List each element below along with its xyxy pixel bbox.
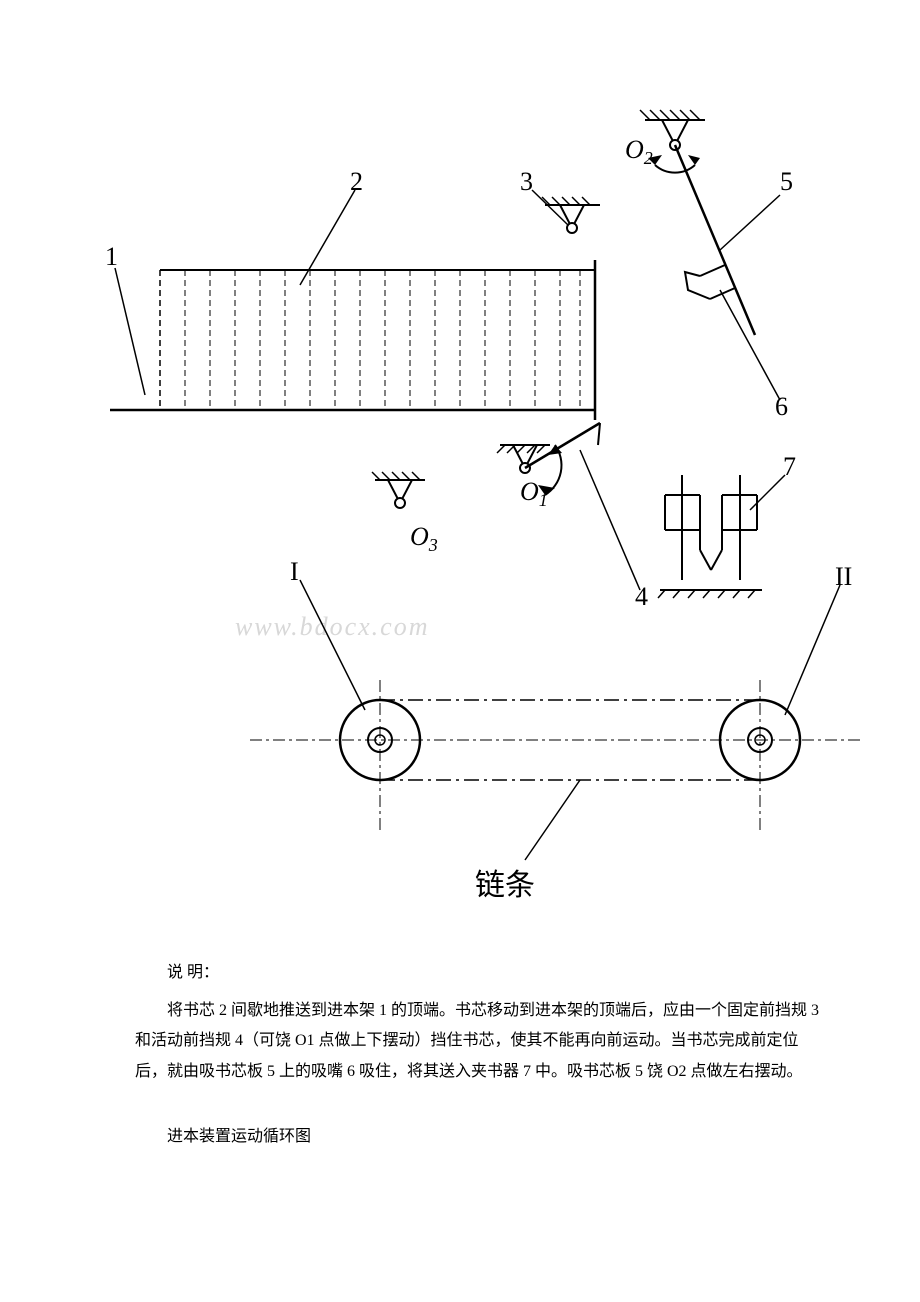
arm-5 (675, 145, 755, 335)
label-O3: O3 (410, 522, 438, 555)
label-O1: O1 (520, 477, 548, 510)
label-chain: 链条 (475, 869, 535, 902)
label-7: 7 (783, 452, 796, 481)
label-II: II (835, 562, 852, 591)
label-6: 6 (775, 392, 788, 421)
leader-6 (720, 290, 780, 400)
leader-II (785, 585, 840, 715)
leader-1 (115, 268, 145, 395)
label-3: 3 (520, 167, 533, 196)
clamper-7 (658, 475, 762, 598)
mechanism-diagram: www.bdocx.com O2 (100, 90, 860, 920)
leader-5 (720, 195, 780, 250)
pivot-3 (542, 197, 600, 233)
label-2: 2 (350, 167, 363, 196)
chain-mechanism (250, 680, 860, 830)
label-O2: O2 (625, 135, 653, 168)
pivot-O2 (640, 110, 705, 150)
leader-4 (580, 450, 640, 590)
arc-O2 (655, 165, 695, 173)
diagram-svg: www.bdocx.com O2 (100, 90, 860, 920)
label-5: 5 (780, 167, 793, 196)
label-4: 4 (635, 582, 648, 611)
watermark-text: www.bdocx.com (235, 612, 430, 641)
label-I: I (290, 557, 299, 586)
leader-I (300, 580, 365, 710)
label-1: 1 (105, 242, 118, 271)
leader-7 (750, 475, 785, 510)
pivot-O3 (372, 472, 425, 508)
leader-chain (525, 780, 580, 860)
leader-3 (532, 190, 568, 225)
book-pages (185, 270, 580, 410)
paragraph-explanation: 将书芯 2 间歇地推送到进本架 1 的顶端。书芯移动到进本架的顶端后，应由一个固… (135, 996, 825, 1087)
heading-explanation: 说 明： (135, 958, 825, 988)
heading-cycle-diagram: 进本装置运动循环图 (135, 1122, 825, 1152)
